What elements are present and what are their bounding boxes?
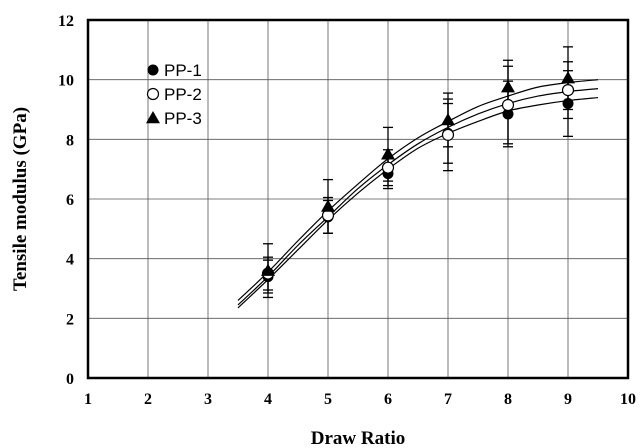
marker-filled-circle (562, 98, 574, 110)
marker-filled-circle (502, 108, 514, 120)
legend: PP-1 PP-2 PP-3 (146, 61, 202, 128)
y-tick-label: 2 (66, 311, 74, 328)
marker-open-circle (146, 87, 160, 101)
x-tick-label: 4 (264, 391, 272, 408)
marker-open-circle (501, 98, 515, 112)
marker-filled-circle (147, 64, 159, 76)
x-tick-label: 8 (504, 391, 512, 408)
y-tick-label: 0 (66, 371, 74, 388)
fit-curve-pp-2 (237, 88, 599, 306)
x-tick-label: 2 (144, 391, 152, 408)
x-tick-label: 3 (204, 391, 212, 408)
marker-filled-triangle (441, 112, 455, 126)
marker-open-circle (381, 161, 395, 174)
fit-curve-pp-1 (237, 96, 599, 309)
plot-frame (86, 18, 630, 380)
legend-label-pp-3: PP-3 (164, 109, 202, 128)
x-tick-label: 9 (564, 391, 572, 408)
marker-filled-triangle (501, 80, 515, 93)
marker-filled-triangle (261, 263, 275, 276)
legend-label-pp-1: PP-1 (164, 61, 202, 80)
x-tick-label: 1 (84, 391, 92, 408)
y-tick-label: 8 (66, 132, 74, 149)
marker-filled-triangle (381, 147, 395, 160)
x-tick-label: 7 (444, 391, 452, 408)
y-tick-label: 4 (66, 252, 74, 269)
x-tick-label: 5 (324, 391, 332, 408)
x-tick-label: 6 (384, 391, 392, 408)
fit-curve-pp-3 (237, 79, 599, 301)
x-tick-label: 10 (620, 391, 636, 408)
data-markers (261, 71, 575, 283)
y-tick-label: 10 (58, 73, 74, 90)
y-tick-label: 12 (58, 13, 74, 30)
marker-open-circle (441, 128, 455, 141)
x-axis-title: Draw Ratio (311, 428, 405, 448)
marker-filled-triangle (561, 71, 575, 84)
marker-open-circle (561, 84, 575, 97)
y-tick-label: 6 (66, 192, 74, 209)
y-axis-title: Tensile modulus (GPa) (10, 107, 31, 291)
fit-curves (237, 79, 599, 309)
legend-label-pp-2: PP-2 (164, 85, 202, 104)
marker-filled-triangle (321, 199, 335, 212)
marker-filled-triangle (146, 111, 160, 124)
